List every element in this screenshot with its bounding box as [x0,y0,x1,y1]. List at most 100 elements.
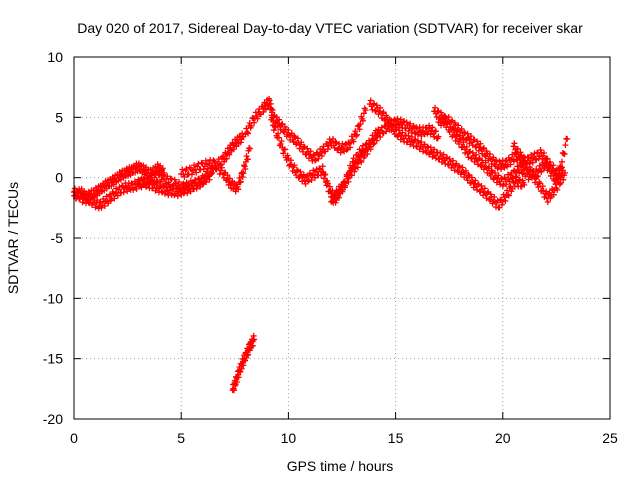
data-point [74,189,81,196]
data-point [544,198,551,205]
data-point [426,122,433,129]
series-track-c [135,130,247,195]
data-point [136,177,143,184]
data-point [550,162,557,169]
data-point [372,107,379,114]
data-point [235,186,242,193]
data-point [352,128,359,135]
data-point [242,357,249,364]
data-point [344,175,351,182]
x-tick-label: 10 [281,430,297,446]
data-point [245,130,252,137]
y-tick-label: -10 [43,290,63,306]
data-point [492,169,499,176]
data-point [362,107,369,114]
data-point [167,175,174,182]
data-point [120,189,127,196]
data-point [373,137,380,144]
data-point [195,175,202,182]
data-point [291,162,298,169]
data-point [504,191,511,198]
data-point [343,146,350,153]
data-point [202,157,209,164]
data-point [351,168,358,175]
data-point [520,153,527,160]
data-point [498,201,505,208]
data-point [182,185,189,192]
data-point [291,133,298,140]
data-point [509,175,516,182]
data-point [337,149,344,156]
data-point [208,162,215,169]
data-point [210,157,217,164]
data-point [360,149,367,156]
data-point [503,181,510,188]
data-point [244,129,251,136]
data-point [357,157,364,164]
data-point [266,97,273,104]
data-point [515,167,522,174]
data-point [246,347,253,354]
x-tick-label: 0 [70,430,78,446]
data-point [322,171,329,178]
data-point [332,139,339,146]
data-point [538,168,545,175]
data-point [316,165,323,172]
data-point [435,133,442,140]
data-point [487,172,494,179]
data-point [440,151,447,158]
data-point [279,120,286,127]
x-tick-label: 20 [495,430,511,446]
data-point [133,185,140,192]
data-point [281,146,288,153]
data-point [245,351,252,358]
data-point [268,105,275,112]
data-point [521,181,528,188]
y-tick-label: -20 [43,411,63,427]
data-point [478,163,485,170]
data-point [311,157,318,164]
data-point [111,195,118,202]
data-point [540,152,547,159]
data-point [356,126,363,133]
data-point [556,181,563,188]
data-point [220,153,227,160]
data-point [230,387,237,394]
data-point [324,146,331,153]
data-point [558,158,565,165]
data-point [209,163,216,170]
data-point [469,149,476,156]
data-point [180,180,187,187]
data-point [271,123,278,130]
data-point [537,147,544,154]
data-point [226,151,233,158]
data-point [407,120,414,127]
data-point [533,173,540,180]
data-point [360,117,367,124]
data-point [377,104,384,111]
data-point [396,127,403,134]
data-point [269,114,276,121]
data-point [203,168,210,175]
data-point [90,194,97,201]
data-point [138,184,145,191]
data-point [318,152,325,159]
y-tick-label: 10 [47,49,63,65]
data-point [480,145,487,152]
data-point [178,188,185,195]
data-point [308,176,315,183]
data-point [353,132,360,139]
data-point [530,168,537,175]
data-point [562,142,569,149]
data-point [223,155,230,162]
data-point [511,140,518,147]
data-point [211,158,218,165]
data-point [418,133,425,140]
data-point [474,138,481,145]
data-point [330,199,337,206]
y-tick-labels: 10 5 0 -5 -10 -15 -20 [43,49,63,427]
data-point [468,133,475,140]
data-point [188,171,195,178]
data-point [285,127,292,134]
data-point [380,109,387,116]
